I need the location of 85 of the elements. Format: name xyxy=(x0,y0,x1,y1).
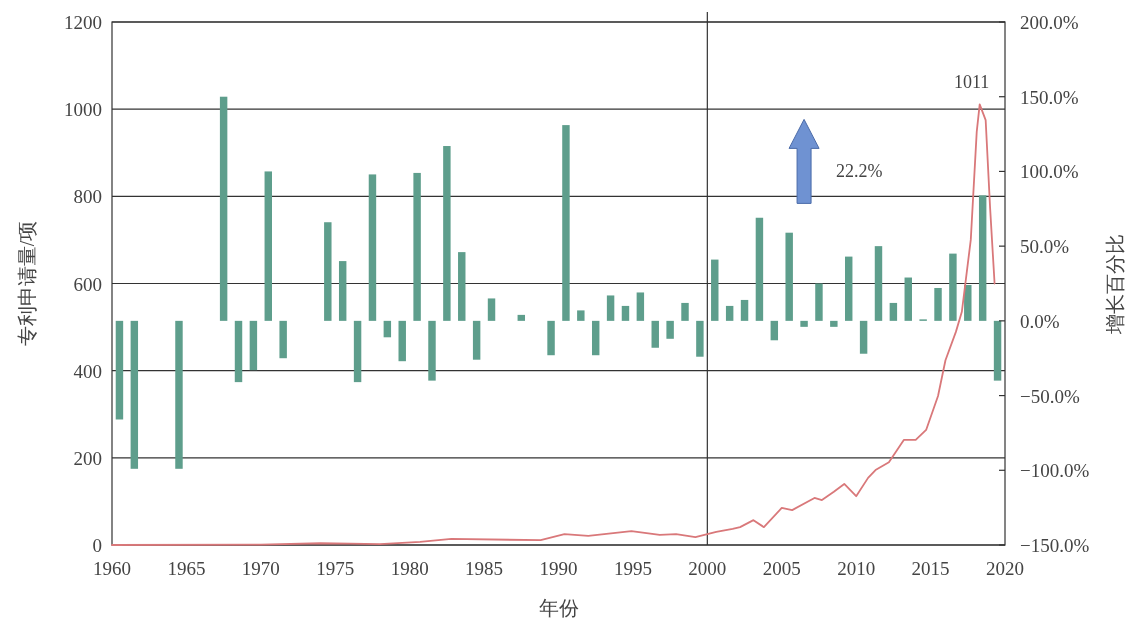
x-tick-label: 1995 xyxy=(613,558,652,579)
bar xyxy=(487,298,496,321)
bar xyxy=(398,320,406,362)
bar xyxy=(413,172,421,321)
bar xyxy=(636,292,645,321)
bar xyxy=(547,320,555,356)
x-axis-title: 年份 xyxy=(538,597,579,619)
y-tick-label: 800 xyxy=(73,186,102,208)
bar xyxy=(606,295,615,321)
bar xyxy=(800,320,808,327)
y2-tick-label: −150.0% xyxy=(1020,535,1090,556)
bar xyxy=(964,284,972,321)
bar xyxy=(815,283,823,321)
bar xyxy=(428,320,436,381)
bar xyxy=(175,320,183,469)
bar xyxy=(651,320,659,348)
y2-tick-label: 50.0% xyxy=(1020,236,1070,258)
x-tick-label: 2015 xyxy=(911,558,950,579)
y-tick-label: 400 xyxy=(73,360,102,382)
line-series xyxy=(111,103,996,546)
x-tick-label: 2000 xyxy=(688,558,727,579)
x-tick-label: 2020 xyxy=(986,558,1024,579)
bar xyxy=(904,277,912,321)
bar xyxy=(130,320,139,469)
y-axis-title: 专利申请量/项 xyxy=(16,220,38,347)
x-tick-label: 1985 xyxy=(465,558,504,579)
bar xyxy=(234,320,243,383)
bar xyxy=(785,232,793,321)
x-tick-label: 1975 xyxy=(316,558,355,579)
bar xyxy=(993,320,1002,381)
bar xyxy=(249,320,258,371)
bar xyxy=(949,253,957,321)
annotation: 1011 xyxy=(954,72,990,93)
bar xyxy=(978,195,987,321)
y2-axis-title: 增长百分比 xyxy=(1104,233,1126,335)
bar xyxy=(711,259,719,321)
bar xyxy=(458,252,466,321)
bar xyxy=(770,320,779,341)
bar xyxy=(383,320,392,338)
bar xyxy=(621,305,630,321)
y-tick-label: 0 xyxy=(92,535,102,556)
x-tick-label: 2010 xyxy=(837,558,876,579)
y2-tick-label: 150.0% xyxy=(1020,86,1079,108)
y-tick-label: 1000 xyxy=(64,99,102,121)
y-tick-label: 600 xyxy=(73,273,102,295)
bar xyxy=(219,96,228,321)
x-tick-label: 1990 xyxy=(539,558,578,579)
bar xyxy=(740,299,749,321)
bar xyxy=(755,217,764,321)
y2-tick-label: −50.0% xyxy=(1020,385,1080,407)
bar xyxy=(338,261,347,321)
bar xyxy=(324,222,332,321)
bar xyxy=(443,146,451,321)
y2-tick-label: 200.0% xyxy=(1020,12,1079,33)
bar xyxy=(517,314,526,321)
y-tick-label: 1200 xyxy=(64,12,102,33)
bar xyxy=(591,320,600,356)
bar xyxy=(562,125,570,321)
annotation: 22.2% xyxy=(836,161,883,182)
bar xyxy=(934,287,942,321)
bar xyxy=(472,320,481,360)
bar xyxy=(725,305,734,321)
y2-tick-label: −100.0% xyxy=(1020,460,1090,482)
bar xyxy=(115,320,124,420)
x-tick-label: 1980 xyxy=(390,558,429,579)
y2-tick-label: 100.0% xyxy=(1020,161,1079,183)
bar xyxy=(279,320,287,359)
bar xyxy=(830,320,838,327)
bar xyxy=(845,256,853,321)
bar xyxy=(859,320,868,354)
bar xyxy=(681,302,689,321)
bar xyxy=(889,302,898,321)
bar xyxy=(696,320,704,357)
y2-tick-label: 0.0% xyxy=(1020,310,1060,332)
y-tick-label: 200 xyxy=(73,447,102,469)
bar xyxy=(353,320,362,383)
bar xyxy=(577,310,585,321)
bar xyxy=(666,320,674,339)
x-tick-label: 1965 xyxy=(167,558,206,579)
x-tick-label: 1970 xyxy=(241,558,280,579)
x-tick-label: 2005 xyxy=(762,558,801,579)
bar xyxy=(874,246,883,321)
bar xyxy=(368,174,377,321)
bar xyxy=(264,171,272,321)
x-tick-label: 1960 xyxy=(93,558,131,579)
